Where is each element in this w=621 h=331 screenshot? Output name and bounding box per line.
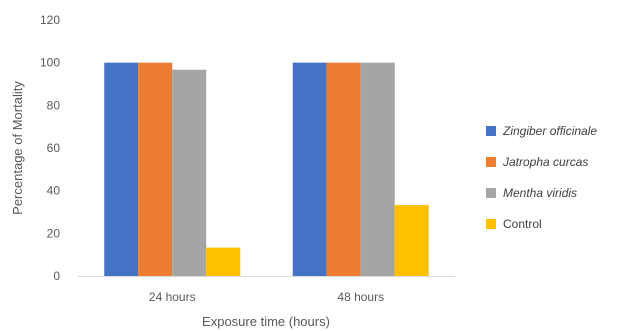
- y-axis-ticks: 0 20 40 60 80 100 120: [40, 13, 60, 283]
- legend-label: Control: [503, 217, 542, 231]
- y-tick-label: 120: [40, 13, 60, 27]
- y-tick-label: 80: [47, 98, 61, 112]
- y-tick-label: 40: [47, 184, 61, 198]
- y-tick-label: 0: [53, 269, 60, 283]
- legend-swatch: [486, 126, 496, 136]
- bar-jatropha-curcas-48-hours: [326, 62, 361, 276]
- bar-mentha-viridis-48-hours: [360, 62, 395, 276]
- x-axis-title: Exposure time (hours): [202, 314, 330, 329]
- y-axis-title: Percentage of Mortality: [10, 81, 25, 215]
- legend: Zingiber officinale Jatropha curcas Mentha…: [486, 124, 597, 231]
- bar-jatropha-curcas-24-hours: [138, 62, 173, 276]
- x-tick-label: 24 hours: [149, 290, 196, 304]
- bar-control-48-hours: [394, 204, 429, 276]
- y-tick-label: 100: [40, 56, 60, 70]
- x-axis-ticks: 24 hours 48 hours: [149, 290, 384, 304]
- legend-swatch: [486, 219, 496, 229]
- legend-swatch: [486, 157, 496, 167]
- legend-label: Mentha viridis: [503, 186, 577, 200]
- bar-mentha-viridis-24-hours: [172, 69, 207, 276]
- bar-control-24-hours: [206, 247, 241, 276]
- bars-group: [104, 62, 429, 276]
- y-tick-label: 20: [47, 226, 61, 240]
- bar-zingiber-officinale-48-hours: [292, 62, 327, 276]
- legend-swatch: [486, 188, 496, 198]
- x-tick-label: 48 hours: [337, 290, 384, 304]
- legend-label: Zingiber officinale: [502, 124, 597, 138]
- legend-label: Jatropha curcas: [502, 155, 588, 169]
- y-tick-label: 60: [47, 141, 61, 155]
- bar-zingiber-officinale-24-hours: [104, 62, 139, 276]
